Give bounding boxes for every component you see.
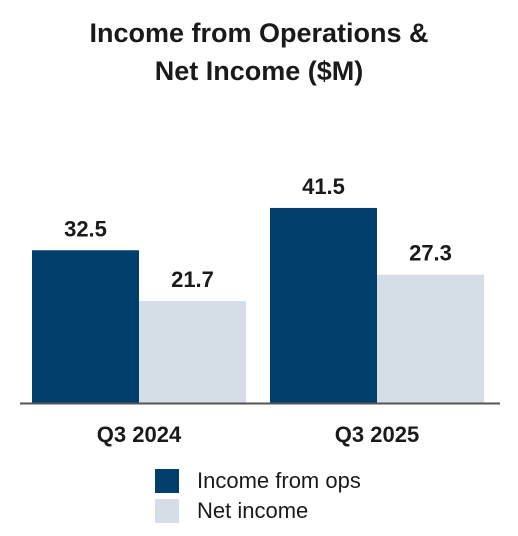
x-tick-label-q3-2025: Q3 2025 [335, 422, 419, 447]
legend-swatch-income-from-ops [155, 469, 179, 493]
x-tick-label-q3-2024: Q3 2024 [97, 422, 182, 447]
legend-label-net-income: Net income [197, 498, 309, 523]
legend-label-income-from-ops: Income from ops [197, 468, 361, 493]
legend: Income from ops Net income [155, 466, 361, 526]
legend-item-income-from-ops: Income from ops [155, 466, 361, 496]
legend-swatch-net-income [155, 499, 179, 523]
chart-title-line-1: Income from Operations & [89, 18, 429, 48]
data-label-income-from-ops-q3-2024: 32.5 [64, 216, 107, 241]
chart-title-line-2: Net Income ($M) [154, 56, 364, 86]
chart-title: Income from Operations & Net Income ($M) [0, 14, 518, 90]
data-label-net-income-q3-2025: 27.3 [409, 241, 452, 266]
bar-chart: 32.5 21.7 Q3 2024 41.5 27.3 Q3 2025 [20, 174, 500, 447]
bar-net-income-q3-2025 [377, 274, 484, 403]
data-label-net-income-q3-2024: 21.7 [171, 267, 214, 292]
bar-net-income-q3-2024 [139, 301, 246, 403]
bar-income-from-ops-q3-2025 [270, 207, 377, 403]
legend-item-net-income: Net income [155, 496, 361, 526]
data-label-income-from-ops-q3-2025: 41.5 [302, 174, 345, 199]
bar-income-from-ops-q3-2024 [32, 250, 139, 403]
